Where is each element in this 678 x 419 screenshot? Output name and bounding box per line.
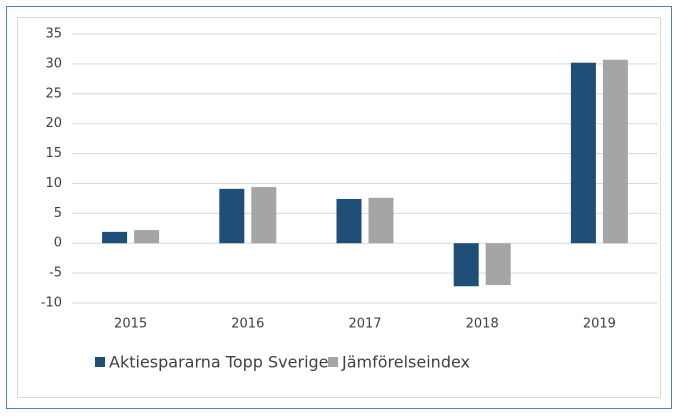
bar xyxy=(102,231,128,244)
bar xyxy=(368,197,394,244)
bar xyxy=(570,62,596,244)
x-tick-label: 2018 xyxy=(466,317,499,332)
x-tick-label: 2019 xyxy=(583,317,616,332)
y-tick-label: 15 xyxy=(45,146,62,161)
y-tick-label: 0 xyxy=(54,236,62,251)
y-tick-label: 20 xyxy=(45,116,62,131)
legend-label: Jämförelseindex xyxy=(341,353,470,372)
y-tick-label: 30 xyxy=(45,56,62,71)
bar xyxy=(251,187,277,244)
legend-label: Aktiespararna Topp Sverige xyxy=(109,353,329,372)
y-tick-label: 25 xyxy=(45,86,62,101)
bar xyxy=(453,243,479,287)
legend-swatch xyxy=(328,357,338,367)
bar xyxy=(134,230,160,244)
x-tick-label: 2016 xyxy=(231,317,264,332)
y-tick-label: -10 xyxy=(41,296,62,311)
y-tick-label: 10 xyxy=(45,176,62,191)
bar xyxy=(485,243,511,286)
y-tick-label: 5 xyxy=(54,206,62,221)
bar xyxy=(219,188,245,244)
y-tick-label: 35 xyxy=(45,27,62,42)
plot-frame xyxy=(17,17,661,398)
y-tick-label: -5 xyxy=(49,266,62,281)
x-tick-label: 2017 xyxy=(348,317,381,332)
legend-swatch xyxy=(95,357,105,367)
bar xyxy=(602,59,628,244)
bar xyxy=(336,198,362,244)
x-tick-label: 2015 xyxy=(114,317,147,332)
